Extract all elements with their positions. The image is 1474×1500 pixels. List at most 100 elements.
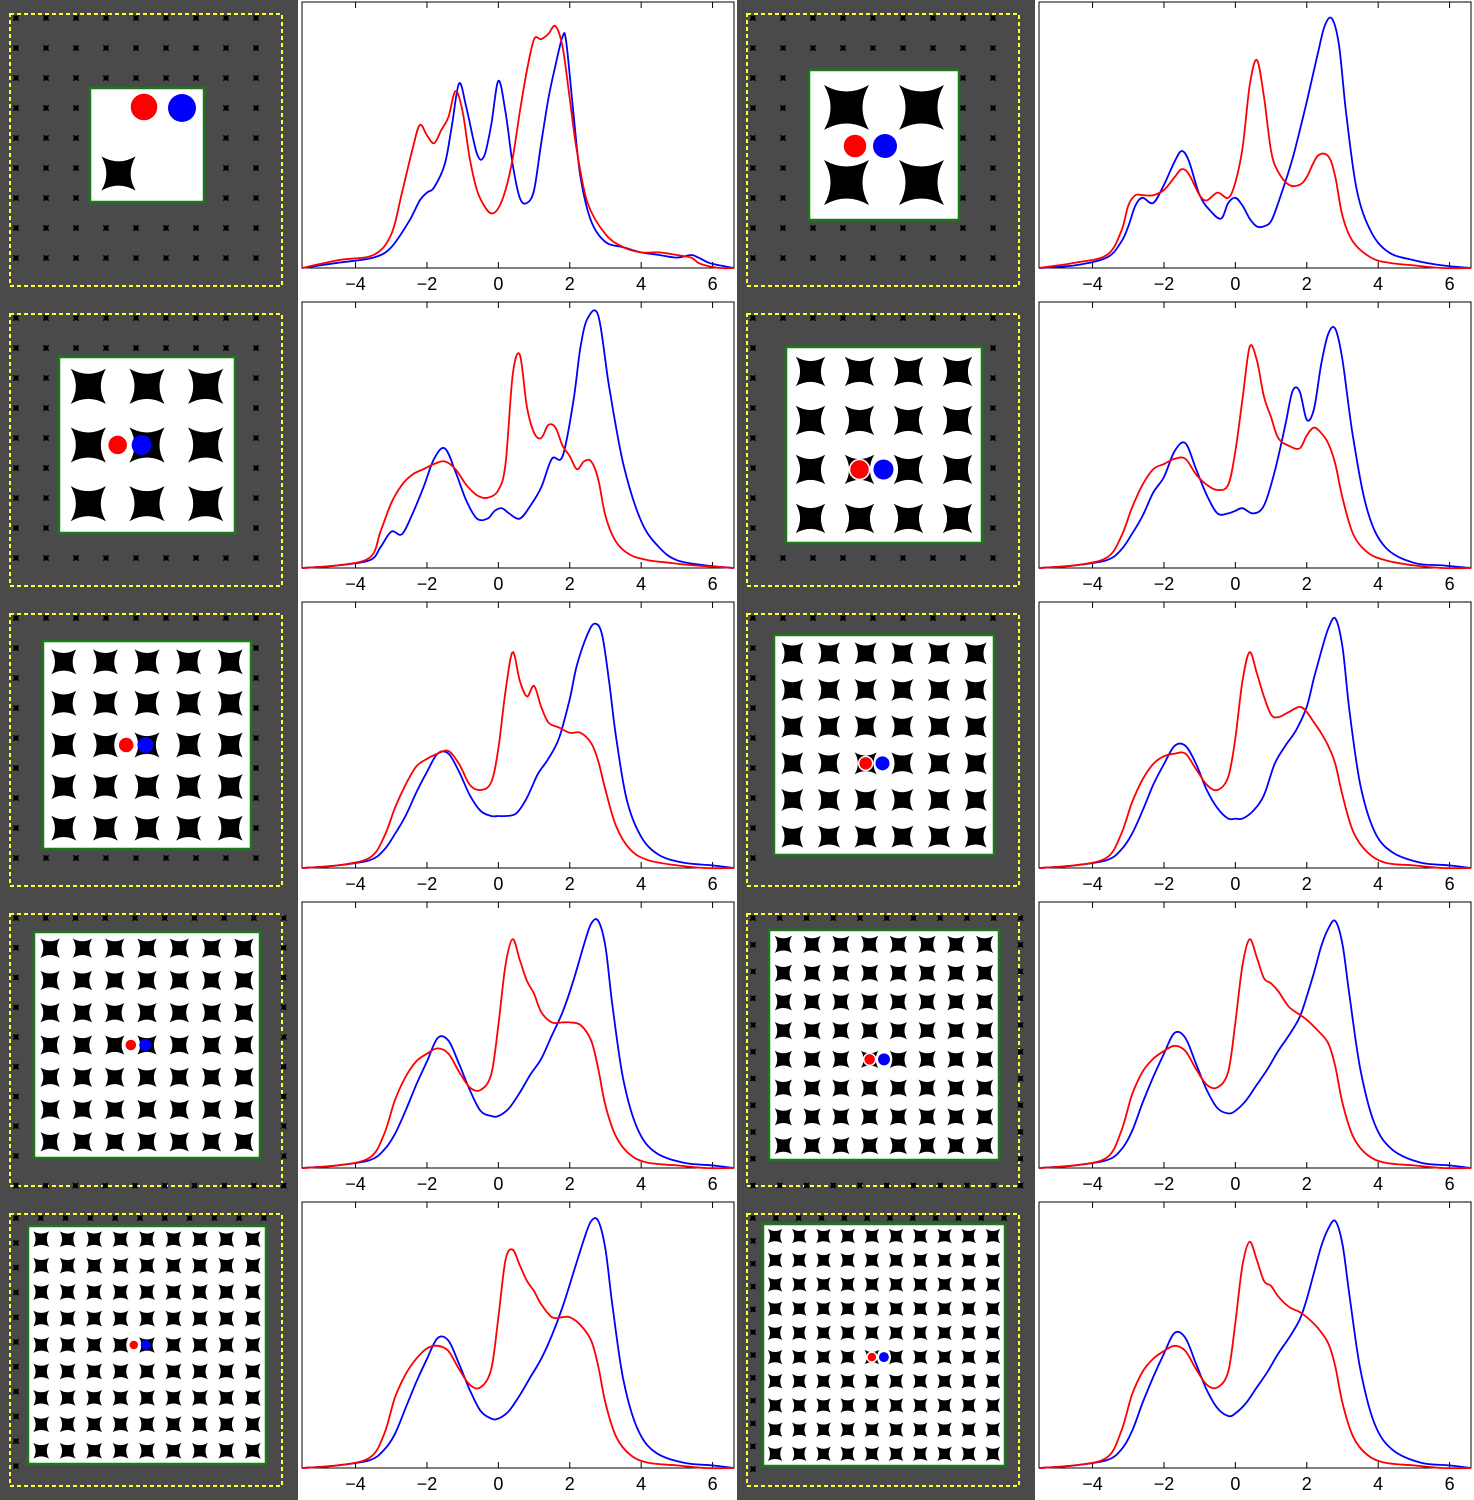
lattice-dot [220, 914, 228, 922]
cluster-site [976, 993, 994, 1011]
cluster-site [86, 1389, 103, 1406]
cluster-site [139, 1231, 155, 1248]
cluster-site [244, 1310, 261, 1327]
cluster-stars [51, 649, 243, 841]
lattice-dot [1017, 1155, 1024, 1162]
x-tick-label: 6 [708, 1474, 718, 1494]
lattice-dot [280, 974, 287, 981]
cluster-site [217, 815, 243, 841]
lattice-dot [72, 254, 80, 262]
lattice-dot [12, 44, 20, 52]
lattice-dot [749, 1214, 757, 1222]
site-blue [878, 1352, 889, 1363]
lattice-dot [869, 554, 877, 562]
lattice-dot [252, 614, 260, 622]
lattice-dot [222, 254, 230, 262]
cluster-site [767, 1325, 783, 1341]
lattice-dot [749, 434, 757, 442]
lattice-dot [252, 164, 260, 172]
lattice-dot [776, 1182, 783, 1189]
cluster-site [795, 405, 826, 436]
cluster-site [893, 405, 924, 436]
lattice-dot [102, 224, 110, 232]
chart-7: −4 −2 0 2 4 6 [301, 901, 735, 1194]
cluster-site [947, 993, 965, 1011]
cluster-site [792, 1398, 807, 1413]
cluster-site [964, 752, 987, 775]
lattice-dot [252, 74, 260, 82]
lattice-dot [749, 14, 757, 22]
cluster-site [913, 1446, 928, 1462]
lattice-dot [929, 614, 937, 622]
cluster-site [795, 356, 826, 387]
lattice-dots [749, 1214, 1008, 1473]
cluster-site [105, 970, 125, 991]
cluster-site [218, 1284, 235, 1301]
cluster-site [244, 1284, 261, 1301]
cluster-site [92, 732, 118, 758]
cluster-site [201, 1132, 222, 1152]
cluster-site [781, 679, 804, 701]
cluster-site [864, 1253, 880, 1268]
lattice-dot [749, 1102, 757, 1109]
cluster-site [918, 993, 936, 1011]
cluster-site [191, 1231, 208, 1248]
cluster-site [899, 85, 944, 130]
plot-frame [1038, 301, 1472, 569]
lattice-dot [280, 1063, 287, 1070]
lattice-dot [839, 44, 847, 52]
cluster-site [218, 1231, 235, 1248]
lattice-dot [252, 254, 260, 262]
lattice-dots [12, 1214, 268, 1470]
lattice-dot [42, 74, 50, 82]
lattice-dot [1017, 995, 1024, 1002]
cluster-site [844, 356, 875, 387]
lattice-dot [72, 1182, 79, 1189]
cluster-site [818, 642, 840, 665]
cluster-site [918, 935, 936, 953]
x-tick-label: 6 [1445, 574, 1455, 594]
lattice-dot [136, 1214, 144, 1222]
cluster-site [234, 1003, 254, 1023]
x-tick-label: −4 [1082, 874, 1103, 894]
cluster-site [816, 1325, 831, 1341]
lattice-dot [899, 44, 907, 52]
lattice-dot [749, 134, 757, 142]
lattice-dot [12, 1264, 20, 1271]
cluster-site [191, 1389, 208, 1406]
cluster-site [844, 405, 875, 436]
lattice-dot [186, 1214, 193, 1222]
lattice-dot [42, 314, 50, 322]
lattice-dot [12, 644, 20, 652]
lattice-dot [42, 164, 50, 172]
lattice-dot [191, 1182, 198, 1189]
cluster-site [176, 815, 202, 841]
lattice-dot [749, 224, 757, 232]
cluster-site [217, 774, 243, 800]
lattice-dot [899, 554, 907, 562]
lattice-dot [959, 614, 967, 622]
lattice-dot [72, 344, 80, 352]
cluster-site [889, 935, 907, 953]
lattice-dot [72, 194, 80, 202]
cluster-site [176, 649, 202, 675]
x-tick-label: 0 [493, 274, 503, 294]
cluster-site [112, 1363, 129, 1380]
x-tick-label: 4 [1373, 874, 1383, 894]
cluster-site [792, 1301, 807, 1316]
cluster-site [888, 1253, 904, 1268]
cluster-site [86, 1310, 103, 1327]
lattice-dot [42, 14, 50, 22]
lattice-dot [72, 134, 80, 142]
lattice-dot [1000, 1214, 1008, 1222]
cluster-site [913, 1325, 928, 1341]
lattice-dot [222, 44, 230, 52]
cluster-site [854, 825, 877, 848]
lattice-dot [252, 14, 260, 22]
lattice-dot [252, 134, 260, 142]
cluster-site [165, 1231, 182, 1248]
cluster-site [961, 1253, 976, 1268]
x-tick-label: −4 [345, 1474, 366, 1494]
series-line-blue [301, 1217, 735, 1469]
series-line-red [301, 352, 735, 569]
